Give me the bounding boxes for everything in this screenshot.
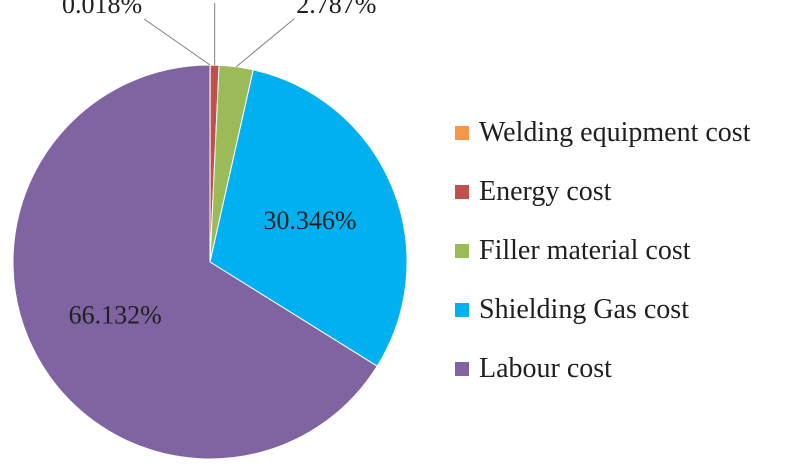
data-label-energy-cost: 0.717%	[175, 0, 255, 3]
legend-label: Labour cost	[479, 353, 612, 384]
legend-swatch-welding-equipment-cost	[455, 126, 469, 140]
data-label-labour-cost: 66.132%	[69, 301, 162, 330]
data-labels: 0.018% 0.717% 2.787% 30.346% 66.132%	[62, 0, 377, 330]
leader-lines	[143, 3, 295, 68]
legend-item-filler-material-cost: Filler material cost	[455, 236, 800, 266]
pie-slice-shielding-gas-cost	[209, 69, 408, 367]
legend-swatch-labour-cost	[455, 362, 469, 376]
legend-swatch-energy-cost	[455, 185, 469, 199]
legend-label: Filler material cost	[479, 235, 691, 266]
leader-line-welding-equipment-cost	[143, 18, 211, 66]
legend-label: Welding equipment cost	[479, 117, 751, 148]
data-label-welding-equipment-cost: 0.018%	[62, 0, 142, 19]
pie-slice-labour-cost	[12, 64, 378, 460]
legend: Welding equipment cost Energy cost Fille…	[455, 118, 800, 413]
pie-slices	[12, 64, 408, 460]
legend-swatch-shielding-gas-cost	[455, 303, 469, 317]
data-label-filler-material-cost: 2.787%	[296, 0, 376, 19]
legend-item-energy-cost: Energy cost	[455, 177, 800, 207]
legend-swatch-filler-material-cost	[455, 244, 469, 258]
data-label-shielding-gas-cost: 30.346%	[263, 206, 356, 235]
legend-item-labour-cost: Labour cost	[455, 354, 800, 384]
legend-label: Shielding Gas cost	[479, 294, 689, 325]
legend-item-welding-equipment-cost: Welding equipment cost	[455, 118, 800, 148]
legend-label: Energy cost	[479, 176, 612, 207]
leader-line-filler-material-cost	[235, 18, 295, 68]
legend-item-shielding-gas-cost: Shielding Gas cost	[455, 295, 800, 325]
